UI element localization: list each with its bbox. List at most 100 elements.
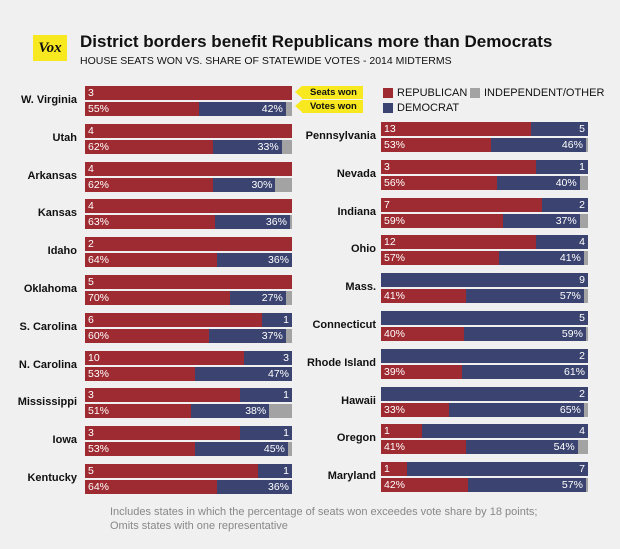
votes-dem-value: 47% — [267, 367, 289, 380]
votes-rep-value: 64% — [88, 254, 110, 267]
votes-rep-value: 41% — [384, 441, 406, 454]
votes-rep-segment — [85, 139, 214, 154]
state-label-maryland: Maryland — [327, 470, 376, 483]
votes-other-segment — [585, 478, 588, 493]
seats-dem-segment — [381, 386, 588, 401]
state-label-s-carolina: S. Carolina — [19, 320, 77, 333]
seats-dem-value: 1 — [283, 389, 289, 402]
votes-dem-value: 37% — [555, 214, 577, 227]
seats-rep-segment — [381, 462, 407, 477]
votes-bar-connecticut: 40% 59% — [381, 327, 588, 341]
votes-dem-value: 59% — [561, 328, 583, 340]
vox-logo: Vox — [33, 35, 67, 61]
state-label-oregon: Oregon — [336, 432, 376, 445]
votes-bar-s-carolina: 60% 37% — [85, 328, 292, 343]
votes-bar-pennsylvania: 53% 46% — [381, 138, 588, 152]
votes-dem-value: 65% — [559, 403, 581, 416]
votes-rep-segment — [381, 138, 491, 152]
seats-rep-value: 6 — [88, 313, 94, 326]
seats-rep-segment — [381, 235, 537, 250]
state-label-connecticut: Connecticut — [312, 319, 376, 331]
votes-won-callout: Votes won — [295, 100, 363, 113]
seats-rep-segment — [85, 123, 292, 138]
seats-bar-kansas: 4 — [85, 199, 292, 214]
seats-rep-value: 5 — [88, 276, 94, 288]
votes-dem-segment — [463, 327, 586, 341]
votes-other-segment — [287, 442, 292, 457]
votes-rep-value: 64% — [88, 481, 110, 493]
votes-other-segment — [583, 289, 588, 304]
votes-other-segment — [269, 404, 292, 419]
votes-bar-oregon: 41% 54% — [381, 440, 588, 455]
footnote-line-2: Omits states with one representative — [110, 520, 288, 532]
seats-bar-hawaii: 2 — [381, 386, 588, 401]
seats-dem-segment — [240, 426, 292, 441]
seats-rep-value: 4 — [88, 200, 94, 213]
state-label-w-virginia: W. Virginia — [20, 94, 77, 106]
votes-rep-segment — [85, 102, 199, 116]
votes-bar-kansas: 63% 36% — [85, 215, 292, 230]
state-label-nevada: Nevada — [336, 167, 376, 180]
seats-rep-value: 3 — [88, 427, 94, 440]
votes-bar-iowa: 53% 45% — [85, 442, 292, 457]
votes-bar-oklahoma: 70% 27% — [85, 291, 292, 305]
votes-dem-segment — [461, 364, 588, 379]
votes-rep-segment — [85, 215, 216, 230]
votes-dem-value: 54% — [553, 441, 575, 454]
state-label-utah: Utah — [52, 131, 77, 144]
votes-rep-segment — [381, 440, 466, 455]
votes-bar-ohio: 57% 41% — [381, 251, 588, 266]
votes-bar-mississippi: 51% 38% — [85, 404, 292, 419]
seats-dem-value: 2 — [579, 349, 585, 362]
votes-rep-segment — [381, 478, 468, 493]
state-label-mississippi: Mississippi — [17, 396, 77, 409]
votes-dem-value: 57% — [561, 479, 583, 492]
seats-bar-arkansas: 4 — [85, 161, 292, 176]
votes-other-segment — [583, 251, 588, 266]
votes-dem-segment — [467, 478, 586, 493]
state-label-arkansas: Arkansas — [27, 169, 77, 182]
votes-rep-segment — [381, 364, 462, 379]
votes-other-segment — [579, 213, 588, 228]
seats-dem-segment — [542, 197, 588, 212]
state-label-oklahoma: Oklahoma — [23, 283, 77, 295]
state-label-kentucky: Kentucky — [27, 472, 77, 484]
seats-rep-value: 3 — [88, 389, 94, 402]
seats-rep-segment — [381, 122, 531, 136]
seats-rep-value: 10 — [88, 351, 100, 364]
state-label-rhode-island: Rhode Island — [306, 356, 376, 369]
votes-bar-n-carolina: 53% 47% — [85, 366, 292, 381]
votes-other-segment — [585, 138, 588, 152]
votes-bar-kentucky: 64% 36% — [85, 480, 292, 494]
seats-dem-segment — [536, 235, 588, 250]
votes-other-segment — [285, 328, 292, 343]
seats-rep-value: 3 — [88, 87, 94, 99]
legend-democrat: DEMOCRAT — [383, 102, 459, 114]
votes-dem-segment — [490, 138, 586, 152]
votes-rep-segment — [381, 175, 497, 190]
seats-rep-value: 4 — [88, 124, 94, 137]
seats-dem-value: 7 — [579, 463, 585, 476]
votes-dem-value: 57% — [559, 290, 581, 303]
votes-rep-segment — [381, 213, 504, 228]
votes-rep-segment — [85, 177, 214, 192]
votes-rep-value: 70% — [88, 292, 110, 304]
votes-rep-segment — [85, 404, 191, 419]
seats-dem-segment — [381, 273, 588, 288]
votes-dem-segment — [229, 291, 286, 305]
votes-dem-value: 40% — [555, 176, 577, 189]
votes-bar-rhode-island: 39% 61% — [381, 364, 588, 379]
seats-bar-rhode-island: 2 — [381, 348, 588, 363]
seats-rep-value: 4 — [88, 162, 94, 175]
votes-dem-value: 30% — [251, 178, 273, 191]
votes-dem-segment — [217, 253, 292, 268]
seats-rep-value: 12 — [384, 236, 396, 249]
votes-other-segment — [583, 402, 588, 417]
